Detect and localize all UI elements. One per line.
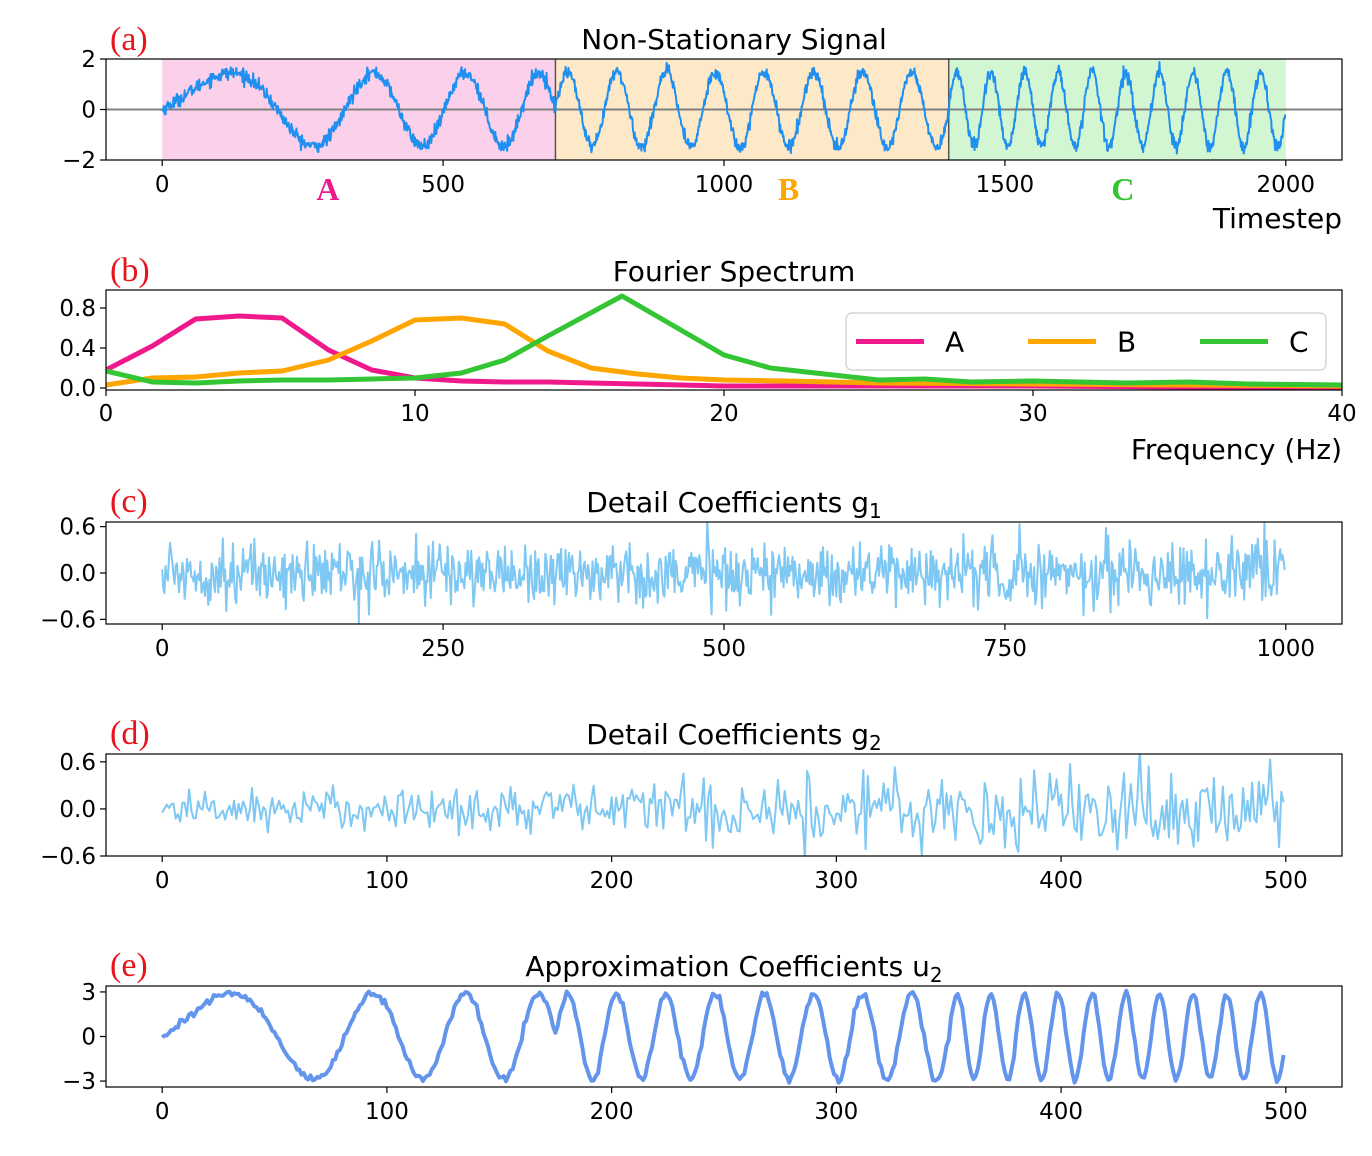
x-tick-label: 100 (365, 868, 409, 894)
x-tick-label: 500 (1264, 868, 1308, 894)
chart-title: Non-Stationary Signal (581, 23, 887, 56)
x-tick-label: 10 (400, 401, 429, 427)
chart-title-subscript: 1 (869, 499, 882, 523)
chart-title: Approximation Coefficients u2 (525, 950, 942, 987)
chart-title-main: Detail Coefficients g (586, 486, 869, 519)
x-tick-label: 200 (590, 868, 634, 894)
legend-label-b: B (1117, 326, 1136, 359)
x-tick-label: 300 (814, 868, 858, 894)
legend-label-a: A (945, 326, 964, 359)
x-axis-label: Frequency (Hz) (1131, 433, 1342, 466)
x-tick-label: 0 (155, 868, 170, 894)
y-tick-label: 3 (81, 980, 96, 1006)
plot-frame (105, 753, 1343, 857)
series-b-line (106, 315, 1342, 389)
y-tick-label: 0.6 (59, 750, 96, 776)
panel-tag: (c) (110, 483, 148, 520)
series-a-line (106, 313, 1342, 390)
x-tick-label: 0 (155, 172, 170, 198)
region-a-label: A (316, 171, 339, 207)
legend-label-c: C (1289, 326, 1309, 359)
y-tick-label: 0.0 (59, 561, 96, 587)
panel-d: 0 100 200 300 400 500 0.6 0.0 −0.6 Detail Coeffic… (40, 715, 1343, 894)
x-tick-label: 0 (155, 636, 170, 662)
panel-a: A B C 0 500 1000 1500 2000 2 0 −2 Non-Stationary Si… (62, 21, 1343, 235)
x-tick-label: 1500 (976, 172, 1035, 198)
y-tick-label: −0.6 (40, 607, 96, 633)
chart-title-main: Fourier Spectrum (613, 255, 856, 288)
x-tick-label: 500 (702, 636, 746, 662)
x-tick-label: 750 (983, 636, 1027, 662)
chart-title-subscript: 2 (930, 963, 943, 987)
y-tick-label: 0.4 (59, 336, 96, 362)
panel-c: 0 250 500 750 1000 0.6 0.0 −0.6 Detail Coefficie… (40, 483, 1343, 662)
x-tick-label: 30 (1018, 401, 1047, 427)
x-tick-label: 20 (709, 401, 738, 427)
x-tick-label: 400 (1039, 868, 1083, 894)
y-tick-label: 0.8 (59, 296, 96, 322)
x-axis-label: Timestep (1212, 202, 1342, 235)
x-tick-label: 2000 (1257, 172, 1316, 198)
x-tick-label: 250 (421, 636, 465, 662)
x-tick-label: 400 (1039, 1099, 1083, 1125)
chart-title: Detail Coefficients g1 (586, 486, 881, 523)
chart-title: Detail Coefficients g2 (586, 718, 881, 755)
x-tick-label: 1000 (695, 172, 754, 198)
series-signal-line (161, 61, 1287, 155)
chart-title-main: Non-Stationary Signal (581, 23, 887, 56)
y-tick-label: −3 (62, 1069, 96, 1095)
region-c-label: C (1111, 171, 1134, 207)
x-tick-label: 1000 (1257, 636, 1316, 662)
x-tick-label: 40 (1327, 401, 1356, 427)
y-tick-label: 0 (81, 1025, 96, 1051)
x-tick-label: 0 (155, 1099, 170, 1125)
chart-title: Fourier Spectrum (613, 255, 856, 288)
y-tick-label: 0.0 (59, 797, 96, 823)
y-tick-label: −0.6 (40, 844, 96, 870)
x-tick-label: 0 (99, 401, 114, 427)
y-tick-label: 0 (81, 98, 96, 124)
series-u2-line (160, 988, 1286, 1085)
region-b-label: B (778, 171, 799, 207)
series-g1-line (161, 522, 1286, 624)
x-tick-label: 100 (365, 1099, 409, 1125)
panel-tag: (a) (110, 21, 148, 58)
panel-tag: (d) (110, 715, 150, 752)
chart-title-subscript: 2 (869, 731, 882, 755)
panel-tag: (e) (110, 947, 148, 984)
panel-tag: (b) (110, 252, 150, 289)
x-tick-label: 300 (814, 1099, 858, 1125)
y-tick-label: 0.6 (59, 515, 96, 541)
series-c-line (106, 293, 1342, 388)
x-tick-label: 500 (421, 172, 465, 198)
series-g2-line (161, 754, 1285, 856)
chart-title-main: Detail Coefficients g (586, 718, 869, 751)
y-tick-label: −2 (62, 148, 96, 174)
y-tick-label: 0.0 (59, 376, 96, 402)
panel-b: 0 10 20 30 40 0.8 0.4 0.0 Fourier Spectrum (b) Fre… (59, 252, 1356, 466)
y-tick-label: 2 (81, 47, 96, 73)
panel-e: 0 100 200 300 400 500 3 0 −3 Approximation Coeffi… (62, 947, 1343, 1125)
chart-title-main: Approximation Coefficients u (525, 950, 930, 983)
x-tick-label: 500 (1264, 1099, 1308, 1125)
x-tick-label: 200 (590, 1099, 634, 1125)
